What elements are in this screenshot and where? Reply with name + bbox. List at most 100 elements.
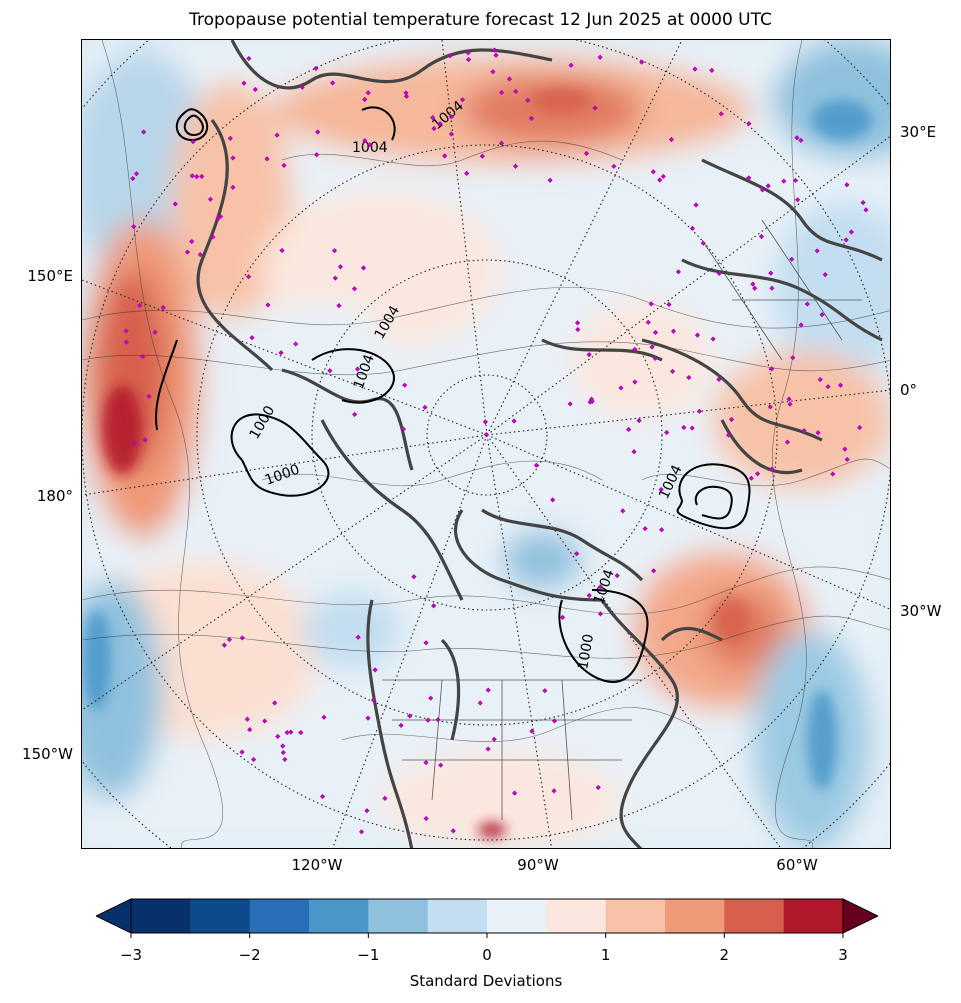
station-marker — [184, 249, 191, 255]
map-svg: 1004 1004 1004 1000 1000 1004 1004 1004 … — [82, 40, 890, 848]
station-marker — [652, 355, 658, 361]
station-marker — [568, 62, 574, 68]
station-marker — [140, 353, 146, 360]
station-marker — [492, 47, 498, 53]
station-marker — [589, 398, 595, 404]
station-marker — [551, 788, 557, 794]
station-marker — [246, 274, 252, 280]
station-marker — [265, 302, 271, 308]
station-marker — [435, 717, 441, 723]
station-marker — [675, 269, 682, 275]
station-marker — [542, 688, 548, 694]
lon-label-60w: 60°W — [776, 856, 818, 874]
station-marker — [493, 52, 499, 58]
station-marker — [221, 642, 227, 648]
station-marker — [479, 153, 485, 159]
station-marker — [351, 286, 358, 292]
station-marker — [794, 135, 800, 141]
station-marker — [692, 66, 698, 72]
station-marker — [506, 76, 513, 82]
station-marker — [360, 265, 367, 271]
station-marker — [133, 171, 140, 177]
station-marker — [686, 374, 692, 381]
lon-label-30e: 30°E — [900, 123, 937, 141]
station-marker — [670, 368, 676, 374]
station-marker — [313, 65, 319, 72]
station-marker — [798, 137, 804, 143]
station-marker — [658, 486, 664, 493]
lon-label-120w: 120°W — [291, 856, 343, 874]
station-marker — [642, 526, 648, 532]
station-marker — [512, 163, 519, 169]
station-marker — [442, 153, 448, 159]
station-marker — [244, 716, 250, 722]
station-marker — [592, 105, 598, 111]
station-marker — [411, 574, 417, 580]
station-marker — [804, 301, 810, 307]
station-marker — [765, 183, 771, 189]
station-marker — [483, 432, 489, 438]
station-marker — [696, 408, 703, 414]
station-marker — [574, 551, 580, 557]
station-marker — [575, 326, 581, 333]
station-marker — [689, 425, 695, 431]
station-marker — [498, 140, 505, 146]
station-marker — [422, 404, 428, 410]
isobar-label: 1000 — [575, 633, 597, 671]
station-marker — [431, 125, 437, 132]
colorbar-extend-high — [842, 898, 878, 934]
station-marker — [636, 418, 642, 424]
station-marker — [716, 270, 722, 276]
station-marker — [207, 196, 214, 202]
station-marker — [597, 584, 604, 590]
colorbar-tick-label: −1 — [357, 946, 380, 964]
station-marker — [710, 336, 716, 342]
station-marker — [657, 177, 663, 183]
station-marker — [403, 93, 410, 99]
station-marker — [781, 178, 787, 184]
station-marker — [146, 393, 152, 400]
station-marker — [485, 687, 491, 693]
station-marker — [528, 115, 535, 121]
station-marker — [798, 322, 804, 328]
station-marker — [152, 329, 158, 335]
station-marker — [529, 728, 535, 734]
station-marker — [786, 396, 792, 402]
station-marker — [160, 304, 166, 311]
station-marker — [822, 272, 828, 278]
station-marker — [482, 419, 489, 425]
colorbar-tickmarks — [130, 933, 844, 938]
station-marker — [716, 376, 722, 382]
station-marker — [398, 722, 404, 729]
station-marker — [137, 302, 143, 309]
station-marker — [226, 636, 233, 643]
station-marker — [567, 401, 573, 407]
station-marker — [795, 197, 801, 203]
station-marker — [367, 142, 373, 148]
graticule — [82, 40, 890, 848]
station-marker — [659, 527, 665, 533]
colorbar-cell — [546, 899, 607, 933]
station-marker — [645, 319, 651, 325]
station-marker — [272, 700, 278, 706]
station-marker — [241, 80, 247, 86]
station-marker — [790, 355, 796, 361]
station-marker — [844, 456, 850, 463]
station-marker — [511, 418, 517, 424]
station-marker — [748, 475, 754, 481]
station-marker — [752, 285, 758, 291]
station-marker — [670, 328, 677, 334]
station-marker — [559, 614, 566, 621]
station-marker — [355, 634, 361, 640]
lon-label-90w: 90°W — [517, 856, 559, 874]
station-marker — [709, 67, 715, 73]
isobars — [155, 106, 751, 683]
station-marker — [437, 121, 443, 127]
station-marker — [784, 439, 791, 445]
colorbar — [96, 898, 878, 938]
station-marker — [130, 175, 136, 182]
colorbar-extend-low — [96, 898, 132, 934]
station-marker — [364, 808, 370, 814]
station-marker — [693, 202, 699, 208]
station-marker — [447, 53, 453, 59]
